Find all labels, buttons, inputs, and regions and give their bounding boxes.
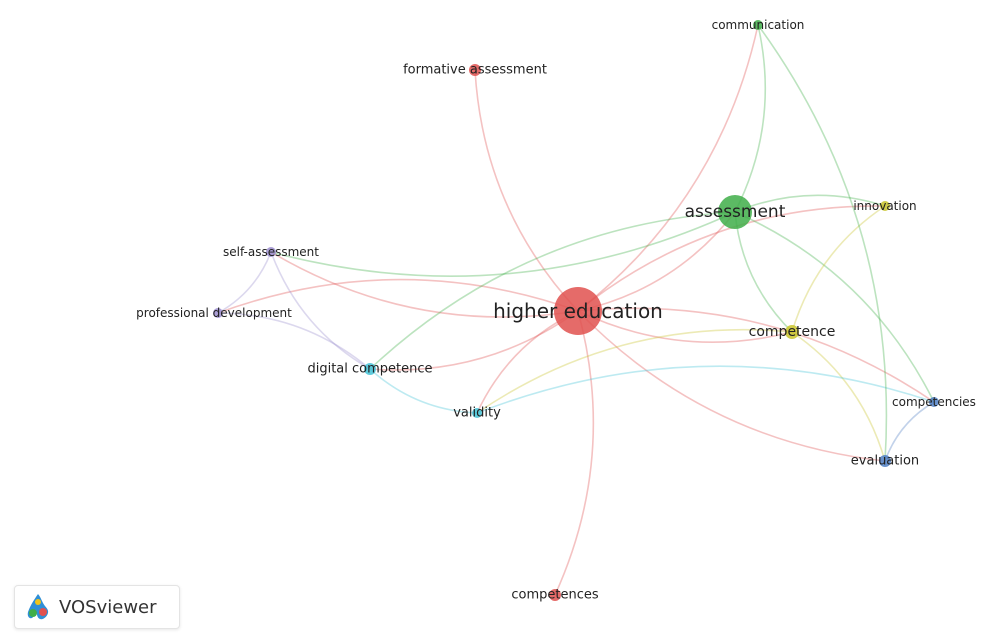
node-label-assessment[interactable]: assessment xyxy=(685,202,786,222)
node-label-competencies[interactable]: competencies xyxy=(892,395,976,409)
node-competence[interactable] xyxy=(785,325,799,339)
link-higher-education-competence xyxy=(577,310,793,343)
node-assessment[interactable] xyxy=(718,195,752,229)
link-higher-education-assessment xyxy=(577,211,736,312)
link-higher-education-competences xyxy=(554,310,595,596)
link-assessment-self-assessment xyxy=(270,211,736,277)
link-assessment-innovation xyxy=(734,194,886,213)
link-innovation-competence xyxy=(791,205,886,333)
node-label-innovation[interactable]: innovation xyxy=(853,199,916,213)
node-label-formative-assessment[interactable]: formative assessment xyxy=(403,63,547,78)
link-competencies-evaluation xyxy=(884,401,935,462)
link-assessment-digital-competence xyxy=(369,211,736,370)
node-label-validity[interactable]: validity xyxy=(453,406,501,421)
node-label-professional-development[interactable]: professional development xyxy=(136,306,292,320)
nodes-layer xyxy=(213,20,939,601)
link-validity-competencies xyxy=(476,365,935,414)
node-formative-assessment[interactable] xyxy=(469,64,481,76)
link-higher-education-digital-competence xyxy=(369,310,579,371)
link-self-assessment-digital-competence xyxy=(270,251,371,370)
link-professional-development-digital-competence xyxy=(217,312,371,370)
node-higher-education[interactable] xyxy=(554,287,602,335)
vosviewer-logo-badge: VOSviewer xyxy=(14,585,180,629)
link-assessment-communication xyxy=(734,24,767,213)
node-communication[interactable] xyxy=(753,20,763,30)
node-label-self-assessment[interactable]: self-assessment xyxy=(223,245,319,259)
node-competencies[interactable] xyxy=(929,397,939,407)
link-higher-education-competencies xyxy=(577,307,935,403)
node-competences[interactable] xyxy=(549,589,561,601)
node-professional-development[interactable] xyxy=(213,308,223,318)
link-higher-education-formative-assessment xyxy=(474,69,579,312)
link-higher-education-communication xyxy=(577,24,759,312)
node-label-competence[interactable]: competence xyxy=(749,324,836,340)
labels-layer: higher education assessment formative asse… xyxy=(136,18,976,603)
link-higher-education-self-assessment xyxy=(270,251,579,318)
link-communication-evaluation xyxy=(757,24,888,462)
link-higher-education-innovation xyxy=(577,205,886,312)
link-assessment-competence xyxy=(734,211,793,333)
link-competence-evaluation xyxy=(791,331,886,462)
node-label-higher-education[interactable]: higher education xyxy=(493,299,663,323)
node-self-assessment[interactable] xyxy=(266,247,276,257)
link-digital-competence-validity xyxy=(369,368,478,414)
vosviewer-logo-icon xyxy=(27,594,49,620)
node-label-digital-competence[interactable]: digital competence xyxy=(307,362,432,377)
vosviewer-logo-text: VOSviewer xyxy=(59,596,157,618)
link-competence-validity xyxy=(476,328,793,414)
node-label-competences[interactable]: competences xyxy=(511,588,598,603)
node-evaluation[interactable] xyxy=(879,455,891,467)
node-digital-competence[interactable] xyxy=(364,363,376,375)
node-validity[interactable] xyxy=(472,408,482,418)
link-higher-education-evaluation xyxy=(577,310,886,462)
links-layer xyxy=(217,24,935,596)
node-label-evaluation[interactable]: evaluation xyxy=(851,454,919,469)
node-label-communication[interactable]: communication xyxy=(712,18,805,32)
link-self-assessment-professional-development xyxy=(217,251,272,314)
link-assessment-competencies xyxy=(734,211,935,403)
link-higher-education-professional-development xyxy=(217,278,579,314)
node-innovation[interactable] xyxy=(880,201,890,211)
